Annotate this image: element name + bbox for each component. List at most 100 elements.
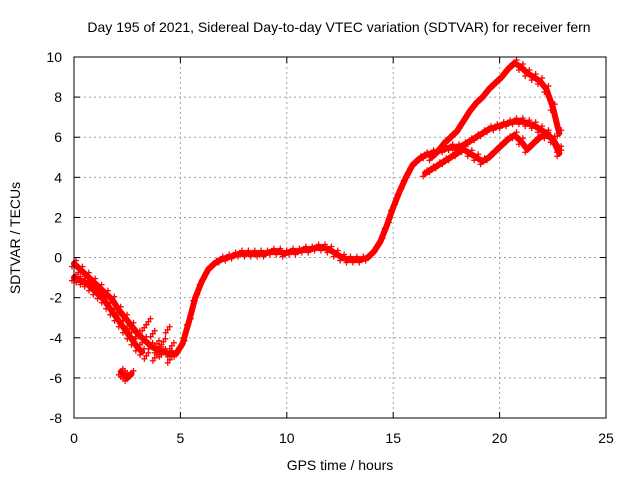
data-point [496, 77, 503, 84]
data-point [203, 269, 210, 276]
axis-ticks: 0 5 10 15 20 25 -8 -6 -4 -2 0 2 4 6 8 10 [46, 49, 614, 446]
data-point [190, 297, 197, 304]
data-point [270, 245, 277, 252]
data-point [483, 89, 490, 96]
data-point [404, 171, 411, 178]
data-point [200, 275, 207, 282]
data-point [254, 253, 261, 260]
y-axis-label: SDTVAR / TECUs [7, 182, 23, 294]
data-point [439, 143, 446, 150]
data-point [503, 139, 510, 146]
data-point [554, 153, 561, 160]
data-point [111, 305, 118, 312]
data-point [477, 161, 484, 168]
data-point [209, 263, 216, 270]
data-point [90, 291, 97, 298]
data-point [539, 123, 546, 130]
series-cluster-low [115, 365, 137, 384]
chart-title: Day 195 of 2021, Sidereal Day-to-day VTE… [87, 19, 590, 35]
data-point [145, 349, 152, 356]
data-point [258, 247, 265, 254]
data-point [394, 191, 401, 198]
data-point [526, 67, 533, 74]
data-point [170, 339, 177, 346]
data-point [426, 157, 433, 164]
data-layer [69, 57, 565, 384]
data-point [483, 129, 490, 136]
data-point [500, 119, 507, 126]
data-point [81, 283, 88, 290]
data-point [279, 253, 286, 260]
data-point [535, 81, 542, 88]
data-point [424, 149, 431, 156]
data-point [309, 243, 316, 250]
data-point [490, 127, 497, 134]
data-point [151, 327, 158, 334]
data-point [296, 245, 303, 252]
data-point [519, 115, 526, 122]
data-point [483, 157, 490, 164]
series-track-early [69, 271, 148, 358]
x-tick-label: 10 [279, 430, 295, 446]
data-point [130, 367, 137, 374]
x-tick-label: 0 [70, 430, 78, 446]
data-point [321, 241, 328, 248]
data-point [528, 77, 535, 84]
data-point [547, 139, 554, 146]
data-point [515, 121, 522, 128]
data-point [130, 319, 137, 326]
data-point [292, 251, 299, 258]
data-point [535, 137, 542, 144]
data-point [490, 151, 497, 158]
data-point [132, 347, 139, 354]
data-point [462, 115, 469, 122]
data-point [539, 131, 546, 138]
data-point [526, 117, 533, 124]
data-point [528, 125, 535, 132]
data-point [515, 67, 522, 74]
data-point [156, 353, 163, 360]
data-point [98, 281, 105, 288]
data-point [392, 201, 399, 208]
data-point [124, 311, 131, 318]
data-point [136, 341, 143, 348]
data-point [535, 129, 542, 136]
data-point [298, 249, 305, 256]
data-point [273, 251, 280, 258]
data-point [445, 157, 452, 164]
data-point [85, 269, 92, 276]
data-point [513, 115, 520, 122]
data-point [349, 259, 356, 266]
series-band [428, 60, 563, 161]
y-tick-label: 6 [54, 129, 62, 145]
data-point [77, 273, 84, 280]
data-point [77, 281, 84, 288]
data-point [532, 71, 539, 78]
x-tick-label: 15 [385, 430, 401, 446]
y-tick-label: -4 [50, 330, 63, 346]
data-point [471, 157, 478, 164]
data-point [539, 75, 546, 82]
data-point [388, 207, 395, 214]
data-point [102, 293, 109, 300]
plot-frame [73, 56, 607, 419]
data-point [196, 281, 203, 288]
data-point [126, 373, 133, 380]
data-point [541, 135, 548, 142]
y-tick-label: -2 [50, 290, 63, 306]
data-point [128, 341, 135, 348]
data-point [86, 287, 93, 294]
y-tick-label: 4 [54, 169, 62, 185]
data-point [496, 125, 503, 132]
data-point [151, 343, 158, 350]
data-point [158, 341, 165, 348]
data-point [547, 107, 554, 114]
data-point [400, 177, 407, 184]
data-point [522, 149, 529, 156]
data-point [496, 145, 503, 152]
data-point [509, 135, 516, 142]
data-point [266, 251, 273, 258]
data-point [439, 161, 446, 168]
